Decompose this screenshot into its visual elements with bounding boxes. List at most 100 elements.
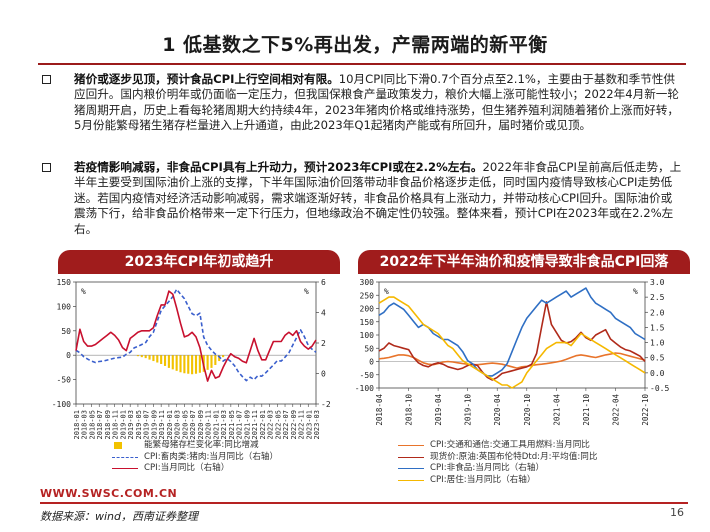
x-tick-label: 2021-10 xyxy=(582,394,591,426)
y-tick-label-right: -2 xyxy=(321,400,331,409)
x-tick-label: 2019-01 xyxy=(119,410,127,440)
legend-label: CPI:非食品:当月同比（右轴） xyxy=(430,463,545,473)
y-tick-label-left: 50 xyxy=(61,327,71,336)
title-divider xyxy=(38,63,686,65)
y-tick-label-left: 250 xyxy=(360,291,375,300)
legend-item: CPI:居住:当月同比（右轴） xyxy=(398,475,597,487)
x-tick-label: 2021-01 xyxy=(212,410,220,440)
y-unit-left: % xyxy=(384,287,389,296)
x-tick-label: 2021-07 xyxy=(236,410,244,440)
bar xyxy=(194,355,198,374)
x-tick-label: 2019-07 xyxy=(143,410,151,440)
bar xyxy=(218,355,221,362)
x-tick-label: 2018-10 xyxy=(405,394,414,426)
x-tick-label: 2022-01 xyxy=(259,410,267,440)
y-tick-label-right: 0.5 xyxy=(650,354,665,363)
x-tick-label: 2018-01 xyxy=(73,410,81,440)
x-tick-label: 2021-05 xyxy=(228,410,236,440)
x-tick-label: 2022-03 xyxy=(267,410,275,440)
x-tick-label: 2018-09 xyxy=(104,410,112,440)
footer-url: WWW.SWSC.COM.CN xyxy=(40,487,178,500)
bullet-checkbox-icon xyxy=(42,75,51,84)
legend-label: CPI:居住:当月同比（右轴） xyxy=(430,474,536,485)
legend-swatch-dash xyxy=(112,456,138,458)
chart-right-legend: CPI:交通和通信:交通工具用燃料:当月同比 现货价:原油:英国布伦特Dtd:月… xyxy=(398,440,597,486)
x-tick-label: 2018-03 xyxy=(81,410,89,440)
legend-label: CPI:畜肉类:猪肉:当月同比（右轴） xyxy=(144,451,279,462)
legend-swatch-line xyxy=(398,456,424,458)
bar xyxy=(179,355,182,373)
x-tick-label: 2022-11 xyxy=(298,410,306,440)
x-tick-label: 2018-05 xyxy=(88,410,96,440)
x-tick-label: 2018-04 xyxy=(375,394,384,426)
bar xyxy=(171,355,174,370)
x-tick-label: 2020-07 xyxy=(189,410,197,440)
y-tick-label-left: 100 xyxy=(57,302,72,311)
legend-label: CPI:当月同比（右轴） xyxy=(144,463,230,473)
legend-item: CPI:畜肉类:猪肉:当月同比（右轴） xyxy=(112,452,278,464)
legend-label: 现货价:原油:英国布伦特Dtd:月:平均值:同比 xyxy=(430,451,598,462)
y-tick-label-left: 150 xyxy=(57,278,72,287)
bullet-text: 猪价或逐步见顶，预计食品CPI上行空间相对有限。10月CPI同比下滑0.7个百分… xyxy=(74,72,682,134)
y-unit-right: % xyxy=(304,287,309,296)
x-tick-label: 2020-03 xyxy=(174,410,182,440)
y-tick-label-left: 50 xyxy=(364,344,374,353)
bar xyxy=(156,355,159,363)
x-tick-label: 2020-11 xyxy=(205,410,213,440)
bar xyxy=(160,355,163,364)
legend-item: CPI:交通和通信:交通工具用燃料:当月同比 xyxy=(398,440,597,452)
bar xyxy=(210,355,213,368)
series-line xyxy=(75,290,317,382)
legend-label: 能繁母猪存栏变化率:同比增减 xyxy=(144,440,259,450)
y-tick-label-right: 2 xyxy=(321,339,326,348)
bar xyxy=(175,355,178,371)
bar xyxy=(222,355,225,358)
legend-swatch-line xyxy=(398,445,424,446)
x-tick-label: 2021-09 xyxy=(243,410,251,440)
legend-swatch-line xyxy=(112,468,138,469)
y-tick-label-right: -0.5 xyxy=(650,384,669,393)
x-tick-label: 2022-05 xyxy=(274,410,282,440)
bar xyxy=(206,355,209,370)
y-tick-label-left: 0 xyxy=(369,358,374,367)
x-tick-label: 2021-04 xyxy=(552,394,561,426)
chart-title-left: 2023年CPI年初或趋升 xyxy=(58,250,340,274)
y-tick-label-right: 1.0 xyxy=(650,339,665,348)
y-tick-label-right: 2.5 xyxy=(650,293,665,302)
chart-title-right: 2022年下半年油价和疫情导致非食品CPI回落 xyxy=(358,250,690,274)
series-line xyxy=(378,301,646,381)
bullet-headline: 若疫情影响减弱，非食品CPI具有上升动力，预计2023年CPI或在2.2%左右。 xyxy=(74,160,483,174)
x-tick-label: 2021-11 xyxy=(251,410,259,440)
y-unit-right: % xyxy=(633,287,638,296)
bullet-food-cpi: 猪价或逐步见顶，预计食品CPI上行空间相对有限。10月CPI同比下滑0.7个百分… xyxy=(42,72,682,134)
x-tick-label: 2019-09 xyxy=(150,410,158,440)
bar xyxy=(148,355,151,360)
bullet-body: 2022年非食品CPI呈前高后低走势，上半年主要受到国际油价上涨的支撑，下半年国… xyxy=(74,160,682,236)
y-tick-label-right: 4 xyxy=(321,309,326,318)
bar xyxy=(167,355,170,368)
x-tick-label: 2019-05 xyxy=(135,410,143,440)
x-tick-label: 2022-09 xyxy=(290,410,298,440)
bar xyxy=(187,355,190,374)
chart-left-legend: 能繁母猪存栏变化率:同比增减 CPI:畜肉类:猪肉:当月同比（右轴） CPI:当… xyxy=(112,440,278,475)
x-tick-label: 2023-03 xyxy=(313,410,321,440)
legend-item: 能繁母猪存栏变化率:同比增减 xyxy=(112,440,278,452)
x-tick-label: 2022-10 xyxy=(641,394,650,426)
x-tick-label: 2020-01 xyxy=(166,410,174,440)
legend-label: CPI:交通和通信:交通工具用燃料:当月同比 xyxy=(430,440,590,450)
plot-frame xyxy=(75,281,317,405)
series-line xyxy=(378,296,646,389)
bullet-body: 10月CPI同比下滑0.7个百分点至2.1%，主要由于基数和季节性供应回升。国内… xyxy=(74,72,679,133)
bullet-nonfood-cpi: 若疫情影响减弱，非食品CPI具有上升动力，预计2023年CPI或在2.2%左右。… xyxy=(42,160,682,237)
y-tick-label-left: 150 xyxy=(360,318,375,327)
y-tick-label-left: -50 xyxy=(57,376,72,385)
bar xyxy=(152,355,155,362)
nonfood-cpi-chart: 300 250 200 150 100 50 0 -50 -100 3.0 2.5 2.0 1.5 1.0… xyxy=(355,278,670,426)
x-tick-label: 2022-04 xyxy=(611,394,620,426)
bar xyxy=(140,355,143,358)
bar xyxy=(183,355,186,374)
legend-item: CPI:当月同比（右轴） xyxy=(112,463,278,475)
y-tick-label-right: 0.0 xyxy=(650,369,665,378)
y-tick-label-right: 3.0 xyxy=(650,278,665,287)
